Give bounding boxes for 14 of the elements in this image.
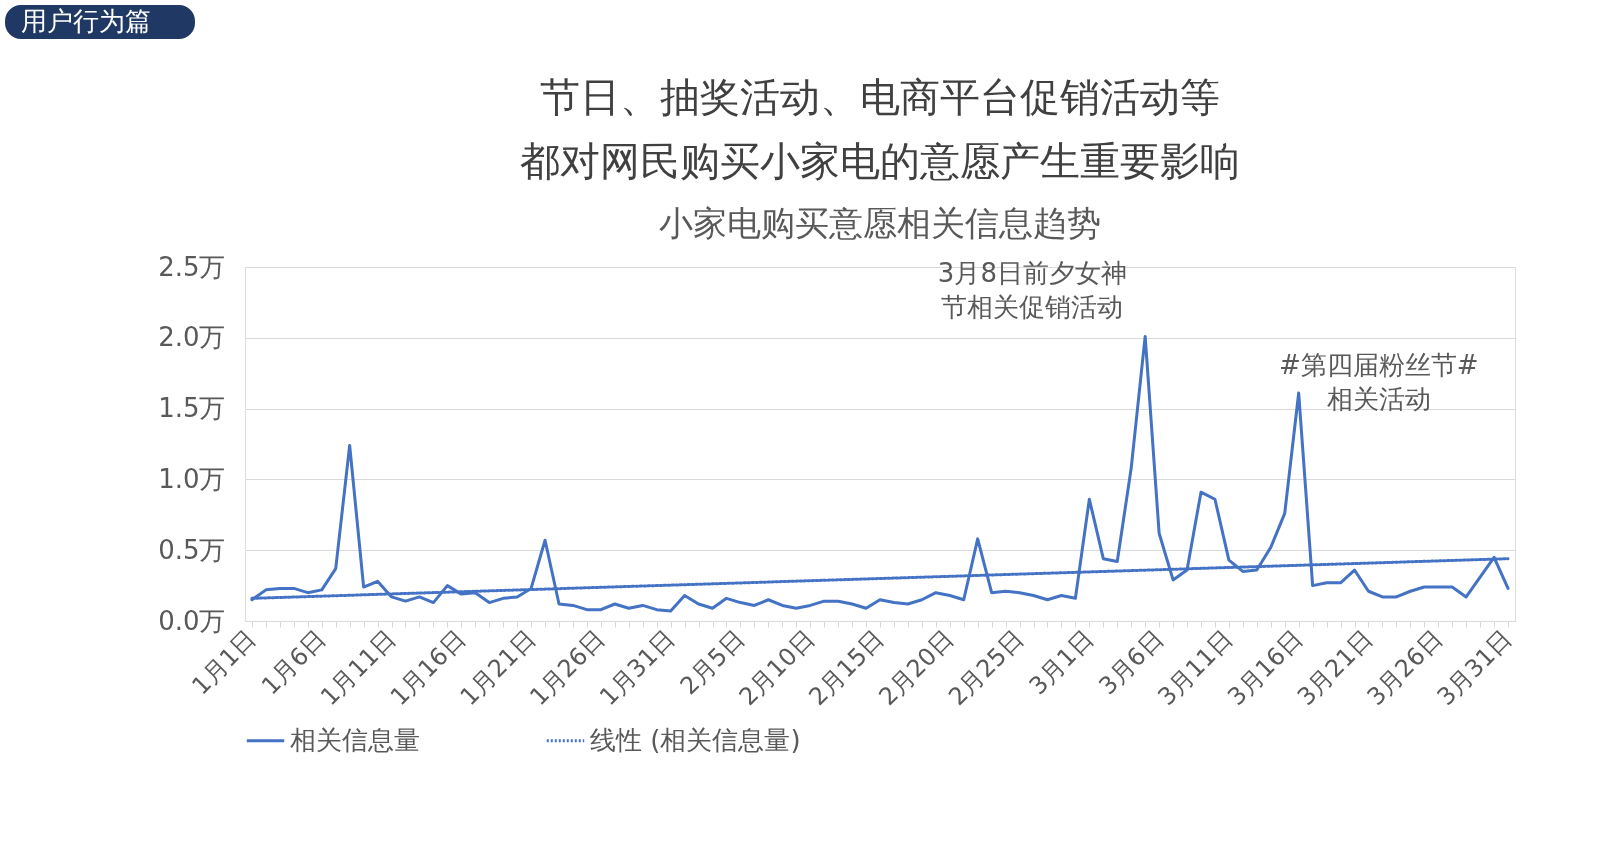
text: 用户行为篇 [21,6,151,36]
legend-label: 线性 (相关信息量) [590,724,801,755]
y-tick-label: 1.5万 [158,393,226,424]
y-tick-label: 0.5万 [158,534,226,565]
y-tick-label: 0.0万 [158,605,226,636]
annotation: 3月8日前夕女神节相关促销活动 [937,258,1127,322]
chart-subtitle: 小家电购买意愿相关信息趋势 [659,203,1101,243]
chart-title: 节日、抽奖活动、电商平台促销活动等都对网民购买小家电的意愿产生重要影响 [520,74,1240,184]
y-tick-label: 2.0万 [158,322,226,353]
x-tick-label: 3月1日 [1023,624,1100,701]
annotation: #第四届粉丝节#相关活动 [1278,350,1479,415]
y-tick-label: 1.0万 [158,463,226,494]
y-tick-label: 2.5万 [158,251,226,282]
legend-label: 相关信息量 [290,724,420,755]
